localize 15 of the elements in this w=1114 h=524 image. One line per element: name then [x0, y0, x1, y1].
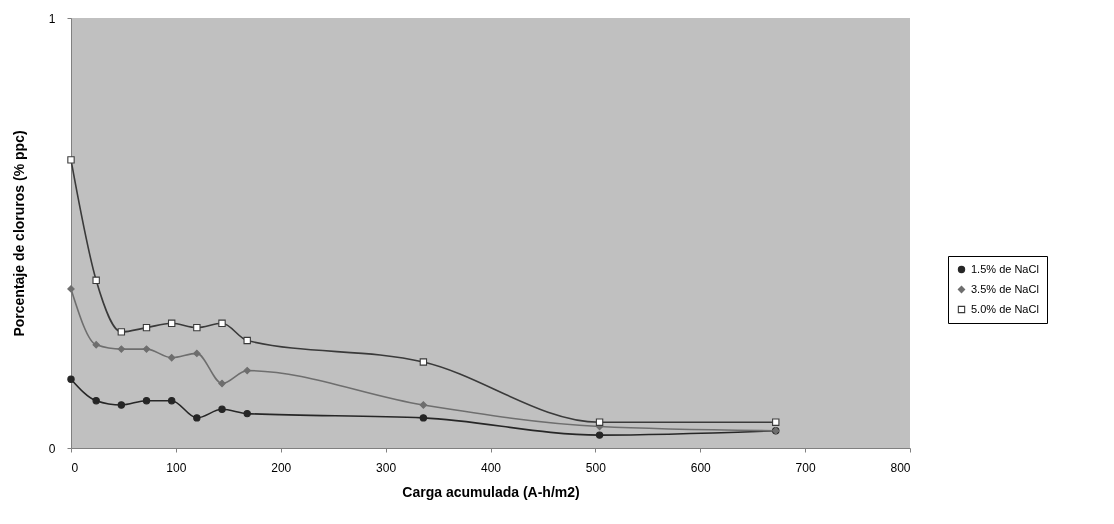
- x-tick-label: 400: [480, 460, 502, 475]
- x-tick-label: 600: [690, 460, 712, 475]
- x-tick-label: 500: [585, 460, 607, 475]
- x-tick-label: 100: [166, 460, 187, 475]
- x-axis-title: Carga acumulada (A-h/m2): [402, 483, 580, 500]
- x-tick-label: 300: [376, 460, 397, 475]
- legend-label: 1.5% de NaCl: [971, 262, 1039, 275]
- x-tick-label: 800: [890, 460, 911, 475]
- x-tick-label: 700: [795, 460, 816, 475]
- legend-label: 5.0% de NaCl: [971, 302, 1039, 315]
- y-axis-title: Porcentaje de cloruros (% ppc): [10, 130, 27, 337]
- y-tick-label: 1: [48, 11, 56, 26]
- legend-label: 3.5% de NaCl: [971, 282, 1039, 295]
- x-tick-label: 0: [71, 460, 79, 475]
- x-tick-label: 200: [271, 460, 292, 475]
